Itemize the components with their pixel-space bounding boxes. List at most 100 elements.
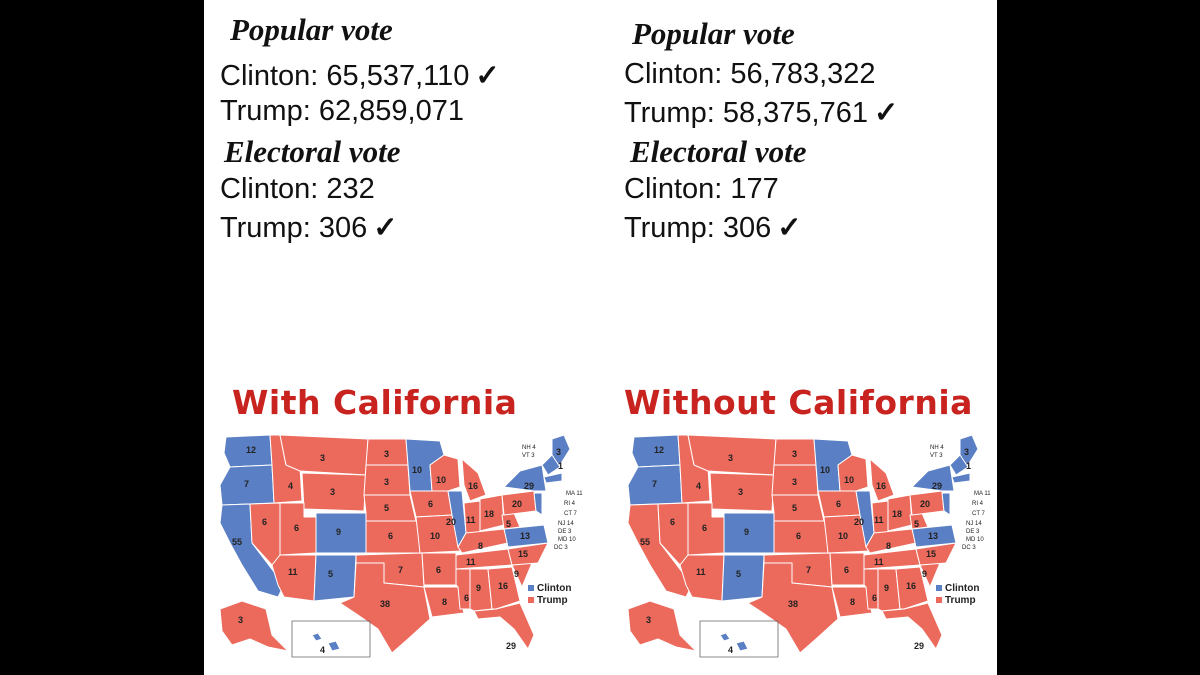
label-sd: 3 [792,477,797,487]
label-vt: VT 3 [930,453,943,459]
label-sc: 9 [514,569,519,579]
label-ct: CT 7 [564,511,578,517]
label-va: 13 [520,531,530,541]
label-ma: MA 11 [974,491,991,497]
label-ia: 6 [836,499,841,509]
electoral-trump-line: Trump: 306 ✓ [624,212,802,244]
label-tx: 38 [380,599,390,609]
hawaii-box [291,620,371,658]
label-ky: 8 [886,541,891,551]
label-ak: 3 [238,615,243,625]
label-tn: 11 [466,557,476,567]
label-ut: 6 [702,523,707,533]
label-nv: 6 [670,517,675,527]
label-pa: 20 [920,499,930,509]
electoral-clinton-line: Clinton: 177 [624,173,779,205]
label-nm: 5 [328,569,333,579]
label-ut: 6 [294,523,299,533]
label-or: 7 [652,479,657,489]
label-ks: 6 [388,531,393,541]
label-mt: 3 [320,453,325,463]
state-nc [915,542,957,566]
state-mt [687,434,777,476]
label-ct: CT 7 [972,511,986,517]
label-mo: 10 [838,531,848,541]
state-nj [533,492,543,516]
state-ga [895,566,929,610]
label-mt: 3 [728,453,733,463]
label-wa: 12 [246,445,256,455]
label-ma: MA 11 [566,491,583,497]
label-dc: DC 3 [554,545,568,551]
label-me: 3 [964,447,969,457]
state-nm [721,554,765,602]
popular-clinton-line: Clinton: 56,783,322 [624,58,876,90]
electoral-vote-heading: Electoral vote [630,134,807,169]
label-il: 20 [446,517,456,527]
label-nc: 15 [518,549,528,559]
state-la [831,586,873,618]
label-tn: 11 [874,557,884,567]
map-legend: Clinton Trump [528,583,571,606]
label-fl: 29 [914,641,924,651]
label-sd: 3 [384,477,389,487]
label-nc: 15 [926,549,936,559]
label-pa: 20 [512,499,522,509]
legend-clinton-swatch [528,585,534,591]
check-icon: ✓ [373,212,398,244]
label-md: MD 10 [558,537,576,543]
legend-trump-swatch [528,597,534,603]
label-ny: 29 [524,481,534,491]
state-nc [507,542,549,566]
label-ky: 8 [478,541,483,551]
label-az: 11 [288,567,298,577]
state-va [503,524,549,548]
electoral-map-with-california: 12 7 55 6 4 3 3 6 9 11 5 3 3 5 6 7 38 10… [208,425,588,660]
state-wy [301,472,367,512]
state-nj [941,492,951,516]
state-ne [771,494,825,522]
label-md: MD 10 [966,537,984,543]
label-ak: 3 [646,615,651,625]
label-ms: 6 [872,593,877,603]
legend-clinton-label: Clinton [945,583,979,594]
label-nh: NH 4 [522,445,536,451]
check-icon: ✓ [873,97,899,129]
label-fl: 29 [506,641,516,651]
label-ar: 6 [844,565,849,575]
electoral-map-without-california: 12 7 55 6 4 3 3 6 9 11 5 3 3 5 6 7 38 10… [616,425,996,660]
state-tx [339,562,431,654]
label-mo: 10 [430,531,440,541]
label-ri: RI 4 [564,501,576,507]
label-ms: 6 [464,593,469,603]
check-icon: ✓ [475,60,500,92]
label-me-district: 1 [558,461,563,471]
label-de: DE 3 [966,529,980,535]
label-mi: 16 [876,481,886,491]
state-tx [747,562,839,654]
without-california-caption: Without California [624,383,973,422]
popular-trump-line: Trump: 62,859,071 [220,95,464,127]
label-nv: 6 [262,517,267,527]
label-ne: 5 [384,503,389,513]
label-il: 20 [854,517,864,527]
state-nm [313,554,357,602]
state-hi [311,632,341,652]
label-in: 11 [874,515,884,525]
label-oh: 18 [484,509,494,519]
label-ny: 29 [932,481,942,491]
label-az: 11 [696,567,706,577]
label-tx: 38 [788,599,798,609]
state-mi [461,458,487,502]
label-mi: 16 [468,481,478,491]
label-al: 9 [884,583,889,593]
label-oh: 18 [892,509,902,519]
label-ne: 5 [792,503,797,513]
label-ca: 55 [232,537,242,547]
map-legend: Clinton Trump [936,583,979,606]
state-mt [279,434,369,476]
label-dc: DC 3 [962,545,976,551]
state-vt-nh [541,454,561,476]
label-al: 9 [476,583,481,593]
popular-trump-line: Trump: 58,375,761 ✓ [624,97,899,129]
